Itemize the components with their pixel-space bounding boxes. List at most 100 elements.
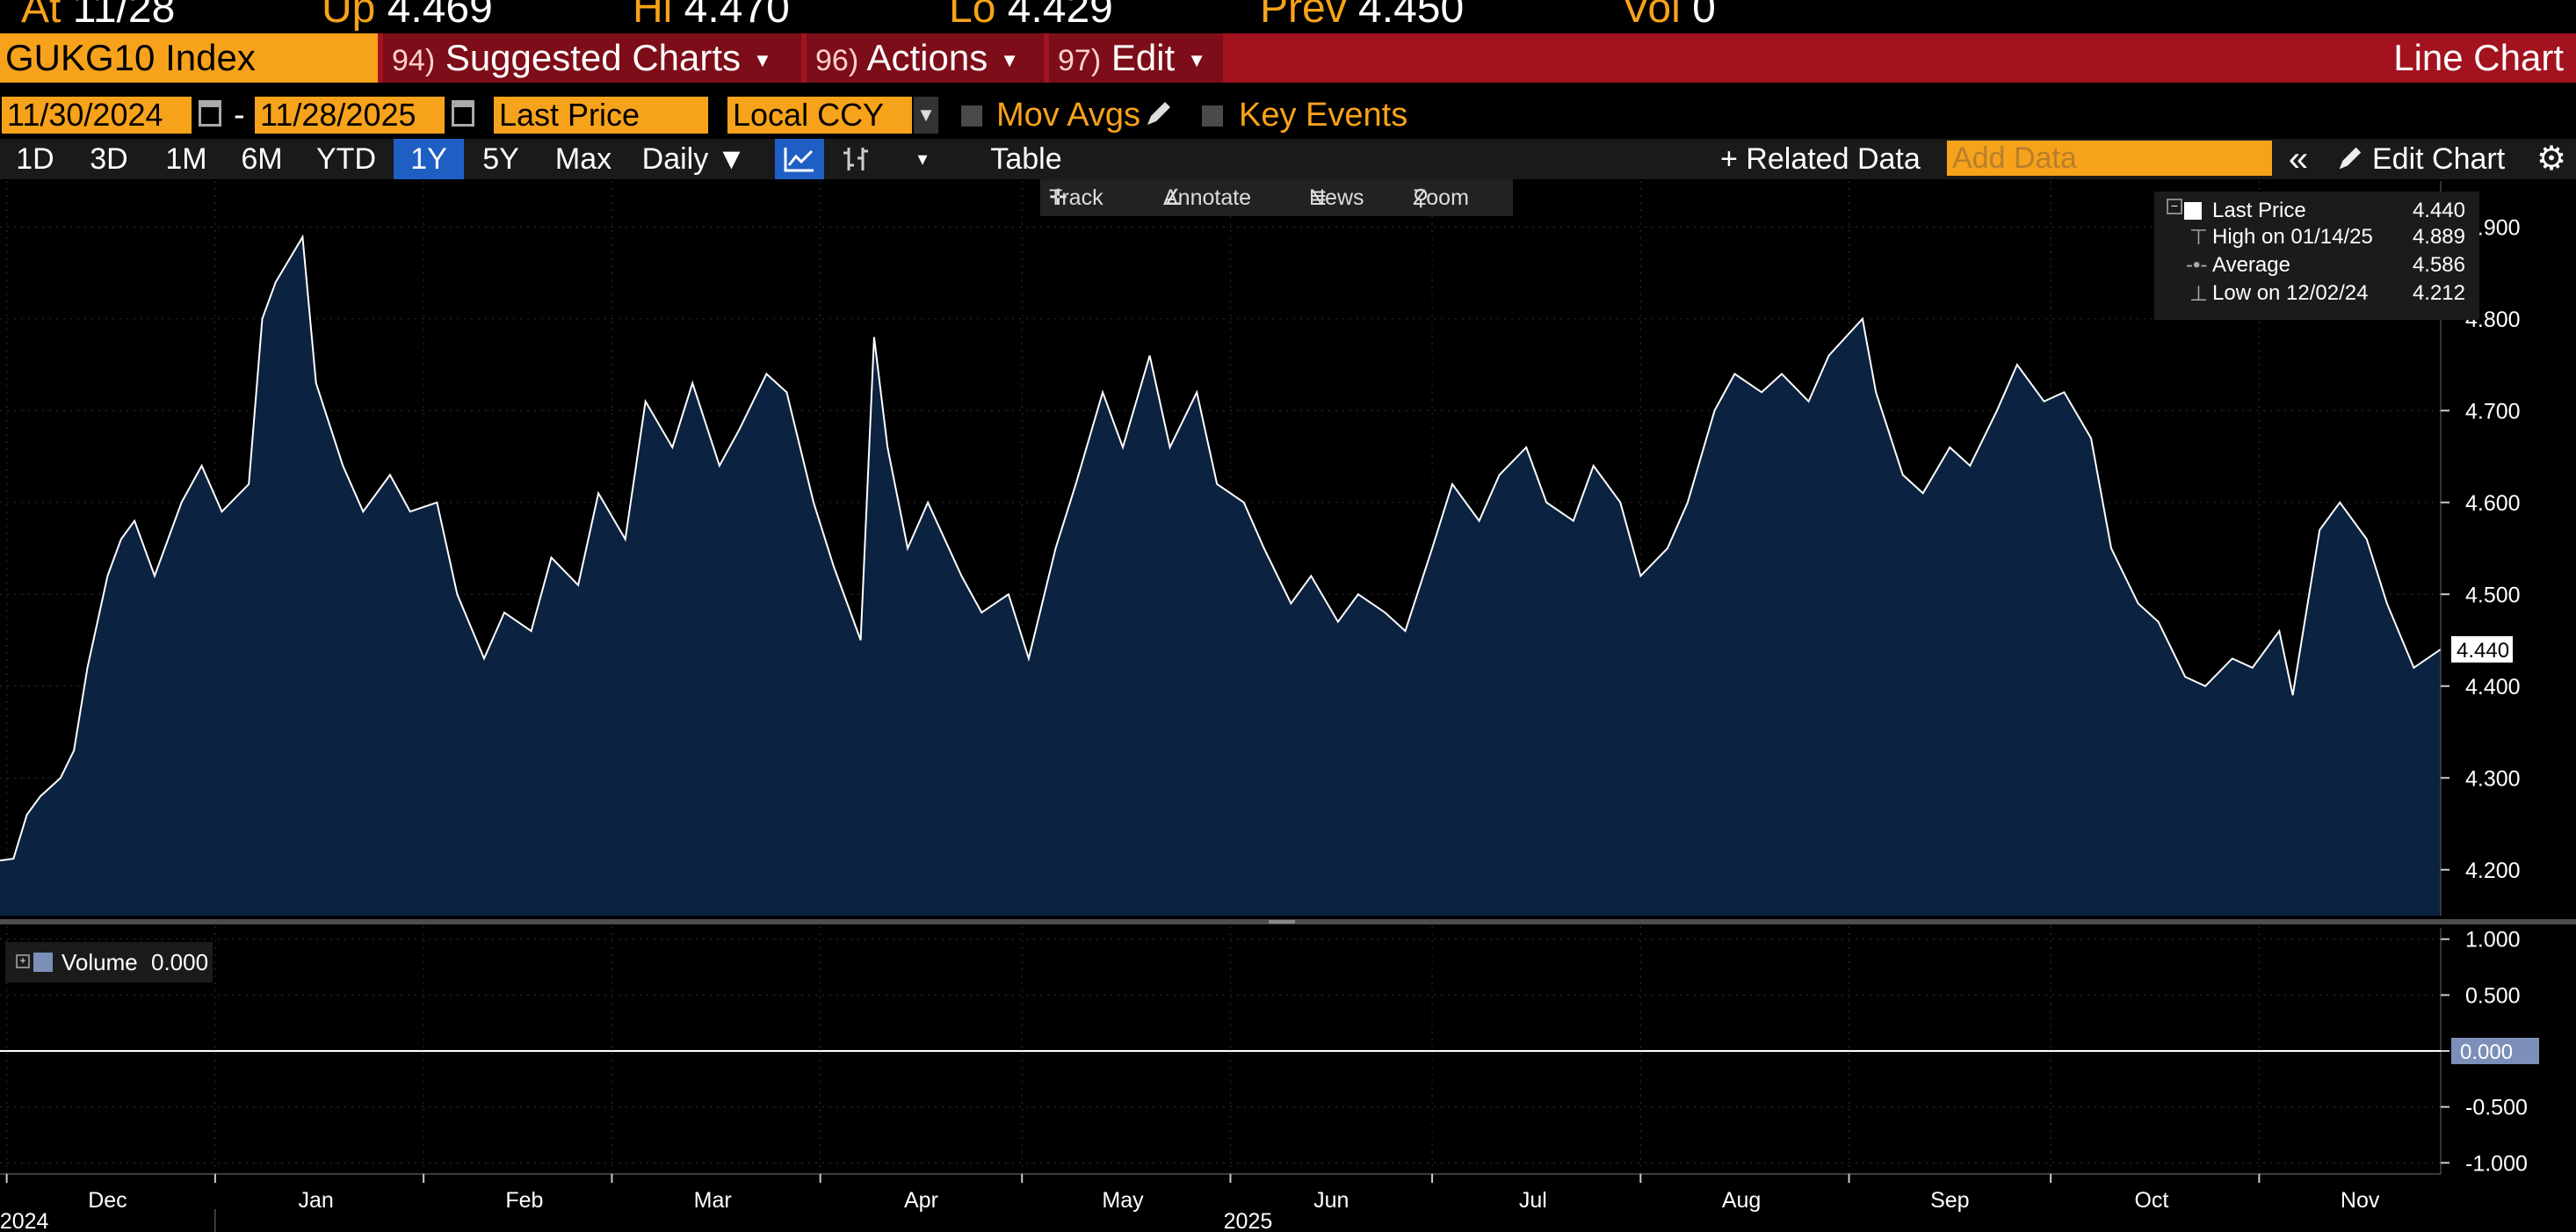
legend-collapse-icon[interactable]: − [2167,199,2182,214]
add-data-input[interactable] [1947,141,2272,176]
table-button[interactable]: Table [990,142,1062,176]
volume-value: 0.000 [151,949,209,975]
line-chart-icon[interactable] [775,139,824,179]
x-year-label: 2024 [0,1209,49,1232]
volume-swatch [33,953,53,972]
legend-low-value: 4.212 [2412,281,2465,305]
legend-average-value: 4.586 [2412,253,2465,277]
related-data-button[interactable]: + Related Data [1720,142,1921,176]
x-tick-label: Aug [1722,1188,1761,1213]
key-events-label: Key Events [1239,97,1408,134]
x-tick-label: Jan [299,1188,334,1213]
x-tick-label: Apr [904,1188,938,1213]
news-icon: ≣ [1309,185,1328,210]
pencil-icon[interactable] [2332,139,2367,179]
track-label: Track [1049,185,1103,210]
quote-up: Up 4.469 [322,0,493,32]
x-tick-label: Mar [694,1188,732,1213]
price-legend: − Last Price 4.440 ⊤ High on 01/14/25 4.… [2154,192,2479,320]
start-date-field[interactable]: 11/30/2024 [2,97,192,134]
range-3d[interactable]: 3D [90,142,128,176]
legend-average-label: Average [2212,253,2290,277]
end-date-field[interactable]: 11/28/2025 [255,97,445,134]
caret-down-icon: ▼ [753,48,772,71]
pencil-icon[interactable] [1142,98,1174,134]
quote-vol: Vol 0 [1622,0,1716,32]
x-tick-label: Jul [1519,1188,1547,1213]
news-label: News [1309,185,1364,210]
x-tick-label: Sep [1930,1188,1969,1213]
y-tick-label: 4.200 [2465,859,2521,883]
range-max[interactable]: Max [554,142,612,176]
volume-value-label: 0.000 [2460,1040,2513,1064]
annotate-icon: ∠ [1163,185,1183,210]
bar-chart-icon[interactable] [831,139,880,179]
range-5y[interactable]: 5Y [482,142,519,176]
range-1m[interactable]: 1M [165,142,207,176]
dropdown-icon[interactable]: ▾ [917,148,928,170]
calendar-icon[interactable] [452,100,474,127]
key-events-checkbox[interactable] [1202,105,1223,127]
legend-last-price-value: 4.440 [2412,199,2465,222]
gear-icon[interactable]: ⚙ [2536,141,2567,178]
quote-bar: At 11/28 Up 4.469 Hi 4.470 Lo 4.429 Prev… [0,0,2576,32]
suggested-charts-menu[interactable]: 94) Suggested Charts ▼ [383,33,801,83]
low-marker-icon: ⊥ [2189,282,2208,306]
zoom-label: Zoom [1413,185,1469,210]
calendar-icon[interactable] [199,100,221,127]
range-6m[interactable]: 6M [241,142,283,176]
legend-high-value: 4.889 [2412,225,2465,249]
chart-type-label: Line Chart [2393,37,2564,78]
x-tick-label: Oct [2134,1188,2168,1213]
menu-label: Edit [1111,37,1176,78]
volume-y-tick-label: -0.500 [2465,1096,2528,1120]
legend-high-label: High on 01/14/25 [2212,225,2373,249]
annotate-label: Annotate [1163,185,1252,210]
y-tick-label: 4.600 [2465,491,2521,516]
collapse-icon[interactable]: « [2288,140,2309,178]
price-chart-svg[interactable]: 4.2004.3004.4004.5004.6004.7004.8004.900… [0,181,2576,1232]
zoom-icon: ⚲ [1413,185,1429,210]
menu-label: Actions [866,37,988,78]
price-field-select[interactable]: Last Price [494,97,708,134]
menu-label: Suggested Charts [445,37,742,78]
legend-swatch [2184,202,2202,220]
volume-y-tick-label: 1.000 [2465,928,2521,953]
last-value-label: 4.440 [2457,639,2509,663]
volume-label: Volume [62,949,138,975]
edit-menu[interactable]: 97) Edit ▼ [1049,33,1223,83]
edit-chart-button[interactable]: Edit Chart [2372,142,2506,176]
range-1d[interactable]: 1D [16,142,54,176]
high-marker-icon: ⊤ [2189,226,2208,250]
last-value-tag [2451,635,2513,663]
average-marker-icon: -•- [2186,253,2208,277]
currency-select[interactable]: Local CCY [727,97,912,134]
volume-legend: + Volume 0.000 [5,942,213,982]
x-tick-label: Feb [505,1188,543,1213]
legend-expand-icon[interactable]: + [16,954,30,968]
mov-avgs-checkbox[interactable] [961,105,982,127]
x-tick-label: Dec [88,1188,127,1213]
actions-menu[interactable]: 96) Actions ▼ [807,33,1044,83]
volume-y-tick-label: -1.000 [2465,1151,2528,1176]
menu-number: 96) [815,44,859,77]
frequency-select[interactable]: Daily ▼ [641,142,747,176]
x-tick-label: Jun [1313,1188,1349,1213]
range-ytd[interactable]: YTD [316,142,376,176]
ticker-field[interactable]: GUKG10 Index [0,33,378,83]
x-year-label: 2025 [1224,1209,1273,1232]
quote-hi: Hi 4.470 [633,0,790,32]
range-1y[interactable]: 1Y [394,139,464,179]
caret-down-icon: ▼ [1000,48,1020,71]
chart-tools-bar: ✛ Track ∠ Annotate ≣ News ⚲ Zoom [1040,179,1513,216]
price-line [0,234,2442,862]
mov-avgs-label: Mov Avgs [996,97,1141,134]
chart-area[interactable]: 4.200 4.300 4.400 4.500 4.600 4.700 4.800 4.900… [0,181,2576,1232]
panel-resize-handle [1269,920,1295,924]
caret-down-icon: ▼ [1187,48,1206,71]
quote-at: At 11/28 [21,0,176,32]
volume-value-tag [2451,1038,2539,1064]
x-tick-label: May [1102,1188,1144,1213]
y-tick-label: 4.300 [2465,766,2521,791]
currency-dropdown-icon[interactable]: ▼ [914,97,938,134]
